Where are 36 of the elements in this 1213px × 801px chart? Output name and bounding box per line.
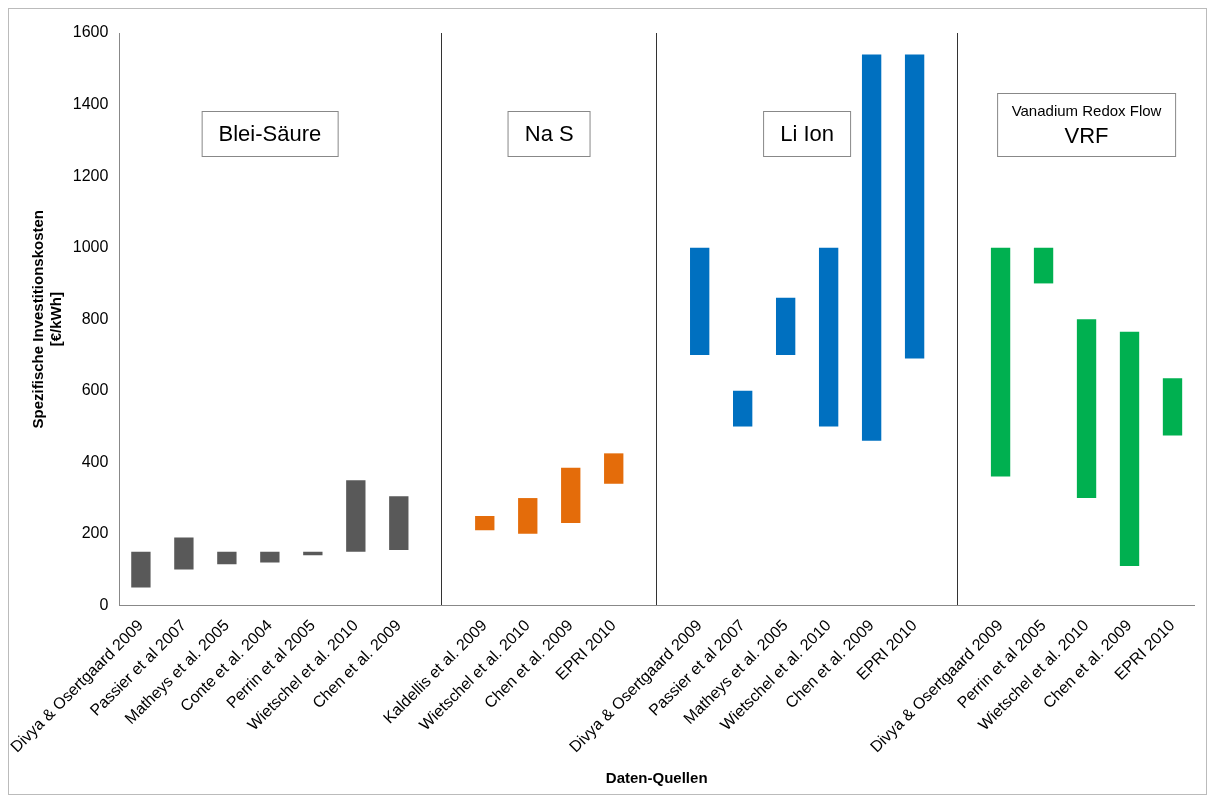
y-tick-label: 1000 — [72, 238, 109, 256]
bar — [861, 54, 882, 441]
bar — [775, 297, 796, 355]
y-tick-label: 0 — [99, 595, 109, 613]
bar — [475, 515, 495, 531]
bar — [1033, 247, 1054, 284]
bar — [217, 551, 237, 565]
bar — [1076, 319, 1097, 499]
bar — [904, 54, 925, 359]
bar — [990, 247, 1011, 477]
bar — [389, 496, 409, 550]
y-tick-label: 1600 — [72, 23, 109, 41]
x-axis-title: Daten-Quellen — [605, 769, 708, 787]
bar — [260, 551, 280, 563]
bar — [561, 467, 581, 524]
y-axis-title: Spezifische Investitionskosten [€/kWh] — [28, 209, 64, 429]
y-tick-label: 800 — [81, 309, 109, 327]
y-tick-label: 1400 — [72, 94, 109, 112]
bar — [818, 247, 839, 427]
bar — [733, 390, 753, 427]
y-tick-label: 1200 — [72, 166, 109, 184]
y-tick-label: 200 — [81, 524, 109, 542]
y-tick-label: 600 — [81, 381, 109, 399]
y-tick-label: 400 — [81, 452, 109, 470]
bar — [174, 537, 194, 570]
bar — [1119, 331, 1140, 567]
annotation: Blei-Säure — [218, 120, 322, 148]
bar — [1162, 378, 1183, 436]
bar — [690, 247, 710, 355]
bar — [518, 498, 538, 534]
bar — [346, 480, 366, 552]
annotation: Na S — [524, 120, 574, 148]
annotation: Vanadium Redox Flow VRF — [1011, 101, 1162, 150]
bar — [604, 453, 624, 484]
bar — [131, 551, 151, 588]
annotation: Li Ion — [780, 120, 835, 148]
